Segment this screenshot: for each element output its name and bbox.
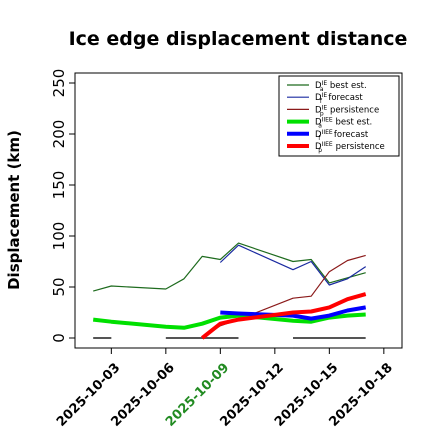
y-tick-label-2: 100 (50, 222, 68, 251)
y-tick-label-0: 0 (50, 333, 68, 343)
series-line-1 (219, 244, 367, 286)
legend-box (278, 75, 400, 157)
y-tick-label-5: 250 (50, 69, 68, 98)
series-line-0 (93, 242, 366, 292)
legend-label-5: DIIEE p persistence (315, 141, 385, 154)
series-line-5 (200, 292, 367, 340)
x-axis: 2025-10-032025-10-062025-10-092025-10-12… (54, 348, 396, 430)
y-axis-label: Displacement (km) (5, 130, 23, 290)
legend-label-1: DIE f forecast (315, 92, 363, 105)
series-lines (92, 242, 367, 340)
plot-area (74, 72, 403, 349)
series-line-2 (201, 254, 366, 339)
y-tick-label-1: 50 (50, 277, 68, 296)
legend-label-0: DIE a best est. (315, 80, 367, 93)
legend-label-3: DIIEE a best est. (315, 117, 372, 130)
legend-label-4: DIIEE f forecast (315, 129, 369, 142)
series-line-3 (92, 312, 366, 330)
y-tick-label-4: 200 (50, 120, 68, 149)
series-line-4 (220, 305, 367, 321)
y-tick-label-3: 150 (50, 171, 68, 200)
legend-label-2: DIE p persistence (315, 104, 379, 117)
y-axis: 0 50 100 150 200 250 (50, 69, 75, 343)
chart-title: Ice edge displacement distance (69, 28, 408, 50)
